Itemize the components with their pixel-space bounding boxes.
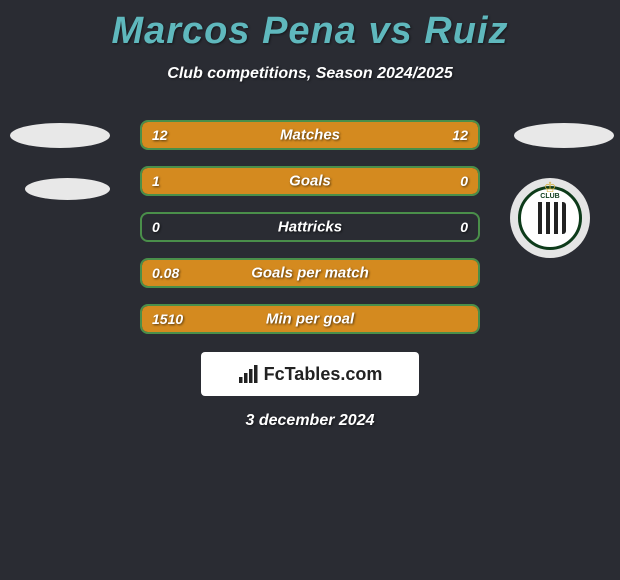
stat-fill-left	[142, 168, 397, 194]
logo-text: FcTables.com	[264, 364, 383, 385]
stat-value-right: 12	[452, 127, 468, 143]
stat-label: Min per goal	[266, 311, 354, 328]
stat-value-left: 0.08	[152, 265, 179, 281]
stat-label: Goals per match	[251, 265, 369, 282]
stat-value-left: 1	[152, 173, 160, 189]
stat-label: Hattricks	[278, 219, 342, 236]
stat-label: Goals	[289, 173, 331, 190]
bar-chart-icon	[238, 364, 260, 384]
stat-bar-matches: 12 Matches 12	[140, 120, 480, 150]
player-left-placeholder-1	[10, 123, 110, 148]
stat-value-left: 12	[152, 127, 168, 143]
player-right-placeholder-1	[514, 123, 614, 148]
stat-bar-hattricks: 0 Hattricks 0	[140, 212, 480, 242]
club-badge-right: ♔ CLUB	[510, 178, 590, 258]
date-text: 3 december 2024	[246, 412, 375, 430]
stat-value-left: 1510	[152, 311, 183, 327]
season-subtitle: Club competitions, Season 2024/2025	[0, 65, 620, 83]
stat-label: Matches	[280, 127, 340, 144]
stat-value-right: 0	[460, 173, 468, 189]
stat-bar-min-per-goal: 1510 Min per goal	[140, 304, 480, 334]
stat-bar-goals-per-match: 0.08 Goals per match	[140, 258, 480, 288]
fctables-logo[interactable]: FcTables.com	[201, 352, 419, 396]
comparison-title: Marcos Pena vs Ruiz	[0, 0, 620, 53]
stat-value-left: 0	[152, 219, 160, 235]
badge-text-top: CLUB	[540, 193, 559, 200]
stats-container: 12 Matches 12 1 Goals 0 0 Hattricks 0 0.…	[140, 120, 480, 350]
player-left-placeholder-2	[25, 178, 110, 200]
stat-value-right: 0	[460, 219, 468, 235]
badge-stripes	[534, 202, 566, 234]
club-badge-inner: ♔ CLUB	[518, 186, 582, 250]
stat-bar-goals: 1 Goals 0	[140, 166, 480, 196]
